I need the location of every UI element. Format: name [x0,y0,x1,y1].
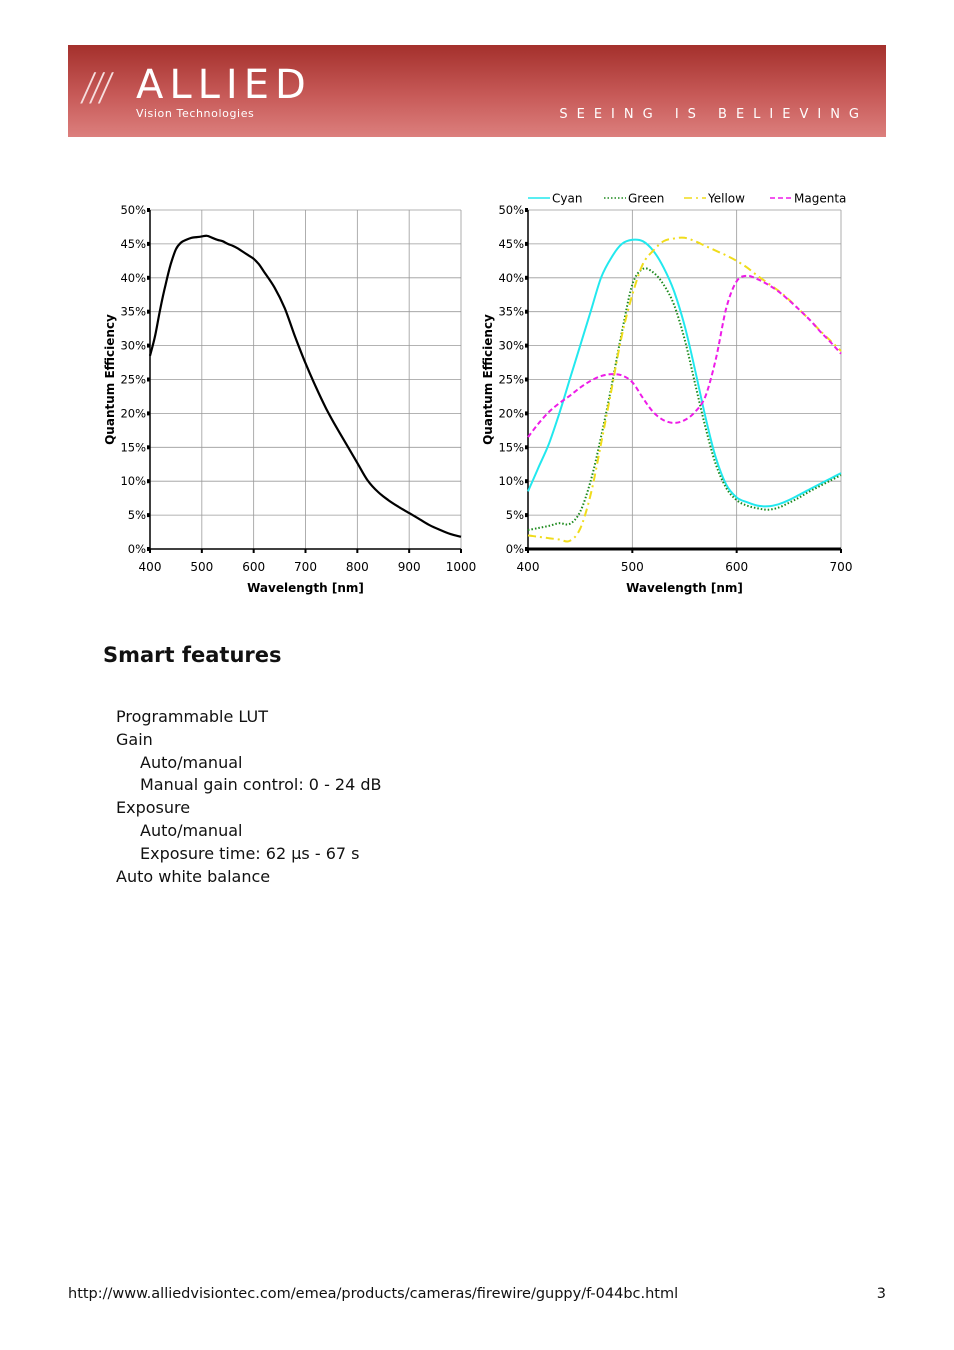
legend-label: Yellow [707,192,745,206]
x-tick-mark [840,549,842,553]
y-tick-mark [147,547,150,551]
y-tick-label: 30% [498,339,524,353]
x-tick-mark [252,549,255,553]
feature-item: Programmable LUT [116,707,269,726]
y-tick-label: 45% [498,237,524,251]
y-tick-label: 50% [120,203,146,217]
y-tick-mark [525,241,528,246]
y-tick-mark [525,445,528,450]
x-tick-mark [149,549,151,553]
series-line-magenta [527,274,842,438]
x-tick-mark [356,549,359,553]
feature-item: Auto white balance [116,866,271,886]
x-tick-mark [200,549,203,553]
y-tick-mark [147,513,150,518]
y-tick-mark [525,411,528,416]
series-line-yellow [527,236,842,543]
y-tick-mark [147,411,150,416]
y-tick-label: 30% [120,339,146,353]
y-tick-mark [525,208,528,212]
y-tick-mark [525,479,528,484]
legend-label: Green [628,192,664,206]
y-tick-mark [147,343,150,348]
y-axis-title: Quantum Efficiency [103,314,117,445]
y-tick-label: 40% [120,271,146,285]
y-tick-mark [525,513,528,518]
x-tick-mark [408,549,411,553]
y-axis-title: Quantum Efficiency [481,314,495,445]
x-tick-mark [460,549,462,553]
x-tick-label: 900 [398,560,421,574]
y-tick-label: 5% [506,508,524,522]
x-tick-mark [527,549,529,553]
x-tick-label: 700 [294,560,317,574]
mono-qe-chart: 0% 5% 10% 15% 20% 25% 30% 35% 40% 45% 50% 400 500 600… [103,203,477,595]
y-tick-label: 0% [506,542,524,556]
y-tick-mark [147,309,150,314]
x-tick-label: 600 [242,560,265,574]
feature-item: Auto/manual [140,820,243,840]
x-tick-label: 600 [725,560,748,574]
x-tick-label: 500 [621,560,644,574]
x-tick-label: 1000 [446,560,477,574]
feature-item: Auto/manual [140,752,243,772]
y-tick-label: 45% [120,237,146,251]
series-line [148,234,462,538]
x-axis-title: Wavelength [nm] [247,581,364,595]
y-tick-mark [525,309,528,314]
x-tick-mark [631,549,634,553]
y-tick-mark [525,547,528,551]
y-tick-mark [525,377,528,382]
y-tick-mark [147,445,150,450]
y-tick-mark [525,275,528,280]
y-tick-mark [147,377,150,382]
x-tick-mark [735,549,738,553]
y-tick-label: 10% [120,474,146,488]
y-tick-mark [147,479,150,484]
features-list: Programmable LUT Gain Auto/manual Manual ga… [116,706,382,888]
y-tick-label: 10% [498,474,524,488]
x-tick-label: 800 [346,560,369,574]
y-tick-label: 5% [128,508,146,522]
y-tick-label: 40% [498,271,524,285]
page-number: 3 [876,1286,886,1302]
x-tick-label: 400 [517,560,540,574]
footer-url[interactable]: http://www.alliedvisiontec.com/emea/prod… [68,1286,679,1302]
y-tick-mark [147,275,150,280]
y-tick-label: 20% [498,406,524,420]
x-tick-label: 500 [190,560,213,574]
y-tick-label: 15% [498,440,524,454]
y-tick-mark [525,343,528,348]
y-tick-mark [147,241,150,246]
y-tick-label: 25% [120,373,146,387]
y-tick-label: 15% [120,440,146,454]
x-tick-mark [304,549,307,553]
x-axis-title: Wavelength [nm] [626,581,743,595]
legend-label: Cyan [552,192,582,206]
y-tick-label: 25% [498,373,524,387]
y-tick-mark [147,208,150,212]
y-tick-label: 35% [498,305,524,319]
header-banner: /// ALLIED Vision Technologies SEEING IS… [68,45,886,137]
y-tick-label: 0% [128,542,146,556]
feature-item: Exposure [116,798,191,818]
series-line-green [527,267,842,531]
y-tick-label: 50% [498,203,524,217]
section-title: Smart features [103,643,282,667]
x-tick-label: 400 [139,560,162,574]
y-tick-label: 35% [120,305,146,319]
color-qe-chart: 0% 5% 10% 15% 20% 25% 30% 35% 40% 45% 50% 400 500 600… [481,192,853,596]
logo-wordmark: ALLIED [136,62,312,108]
series-line-cyan [527,238,842,508]
logo-subtitle: Vision Technologies [136,107,255,120]
tagline: SEEING IS BELIEVING [559,107,868,122]
feature-item: Exposure time: 62 µs - 67 s [140,843,360,863]
x-tick-label: 700 [830,560,853,574]
legend-label: Magenta [794,192,846,206]
y-tick-label: 20% [120,406,146,420]
feature-item: Gain [116,729,153,749]
feature-item: Manual gain control: 0 - 24 dB [140,775,382,795]
